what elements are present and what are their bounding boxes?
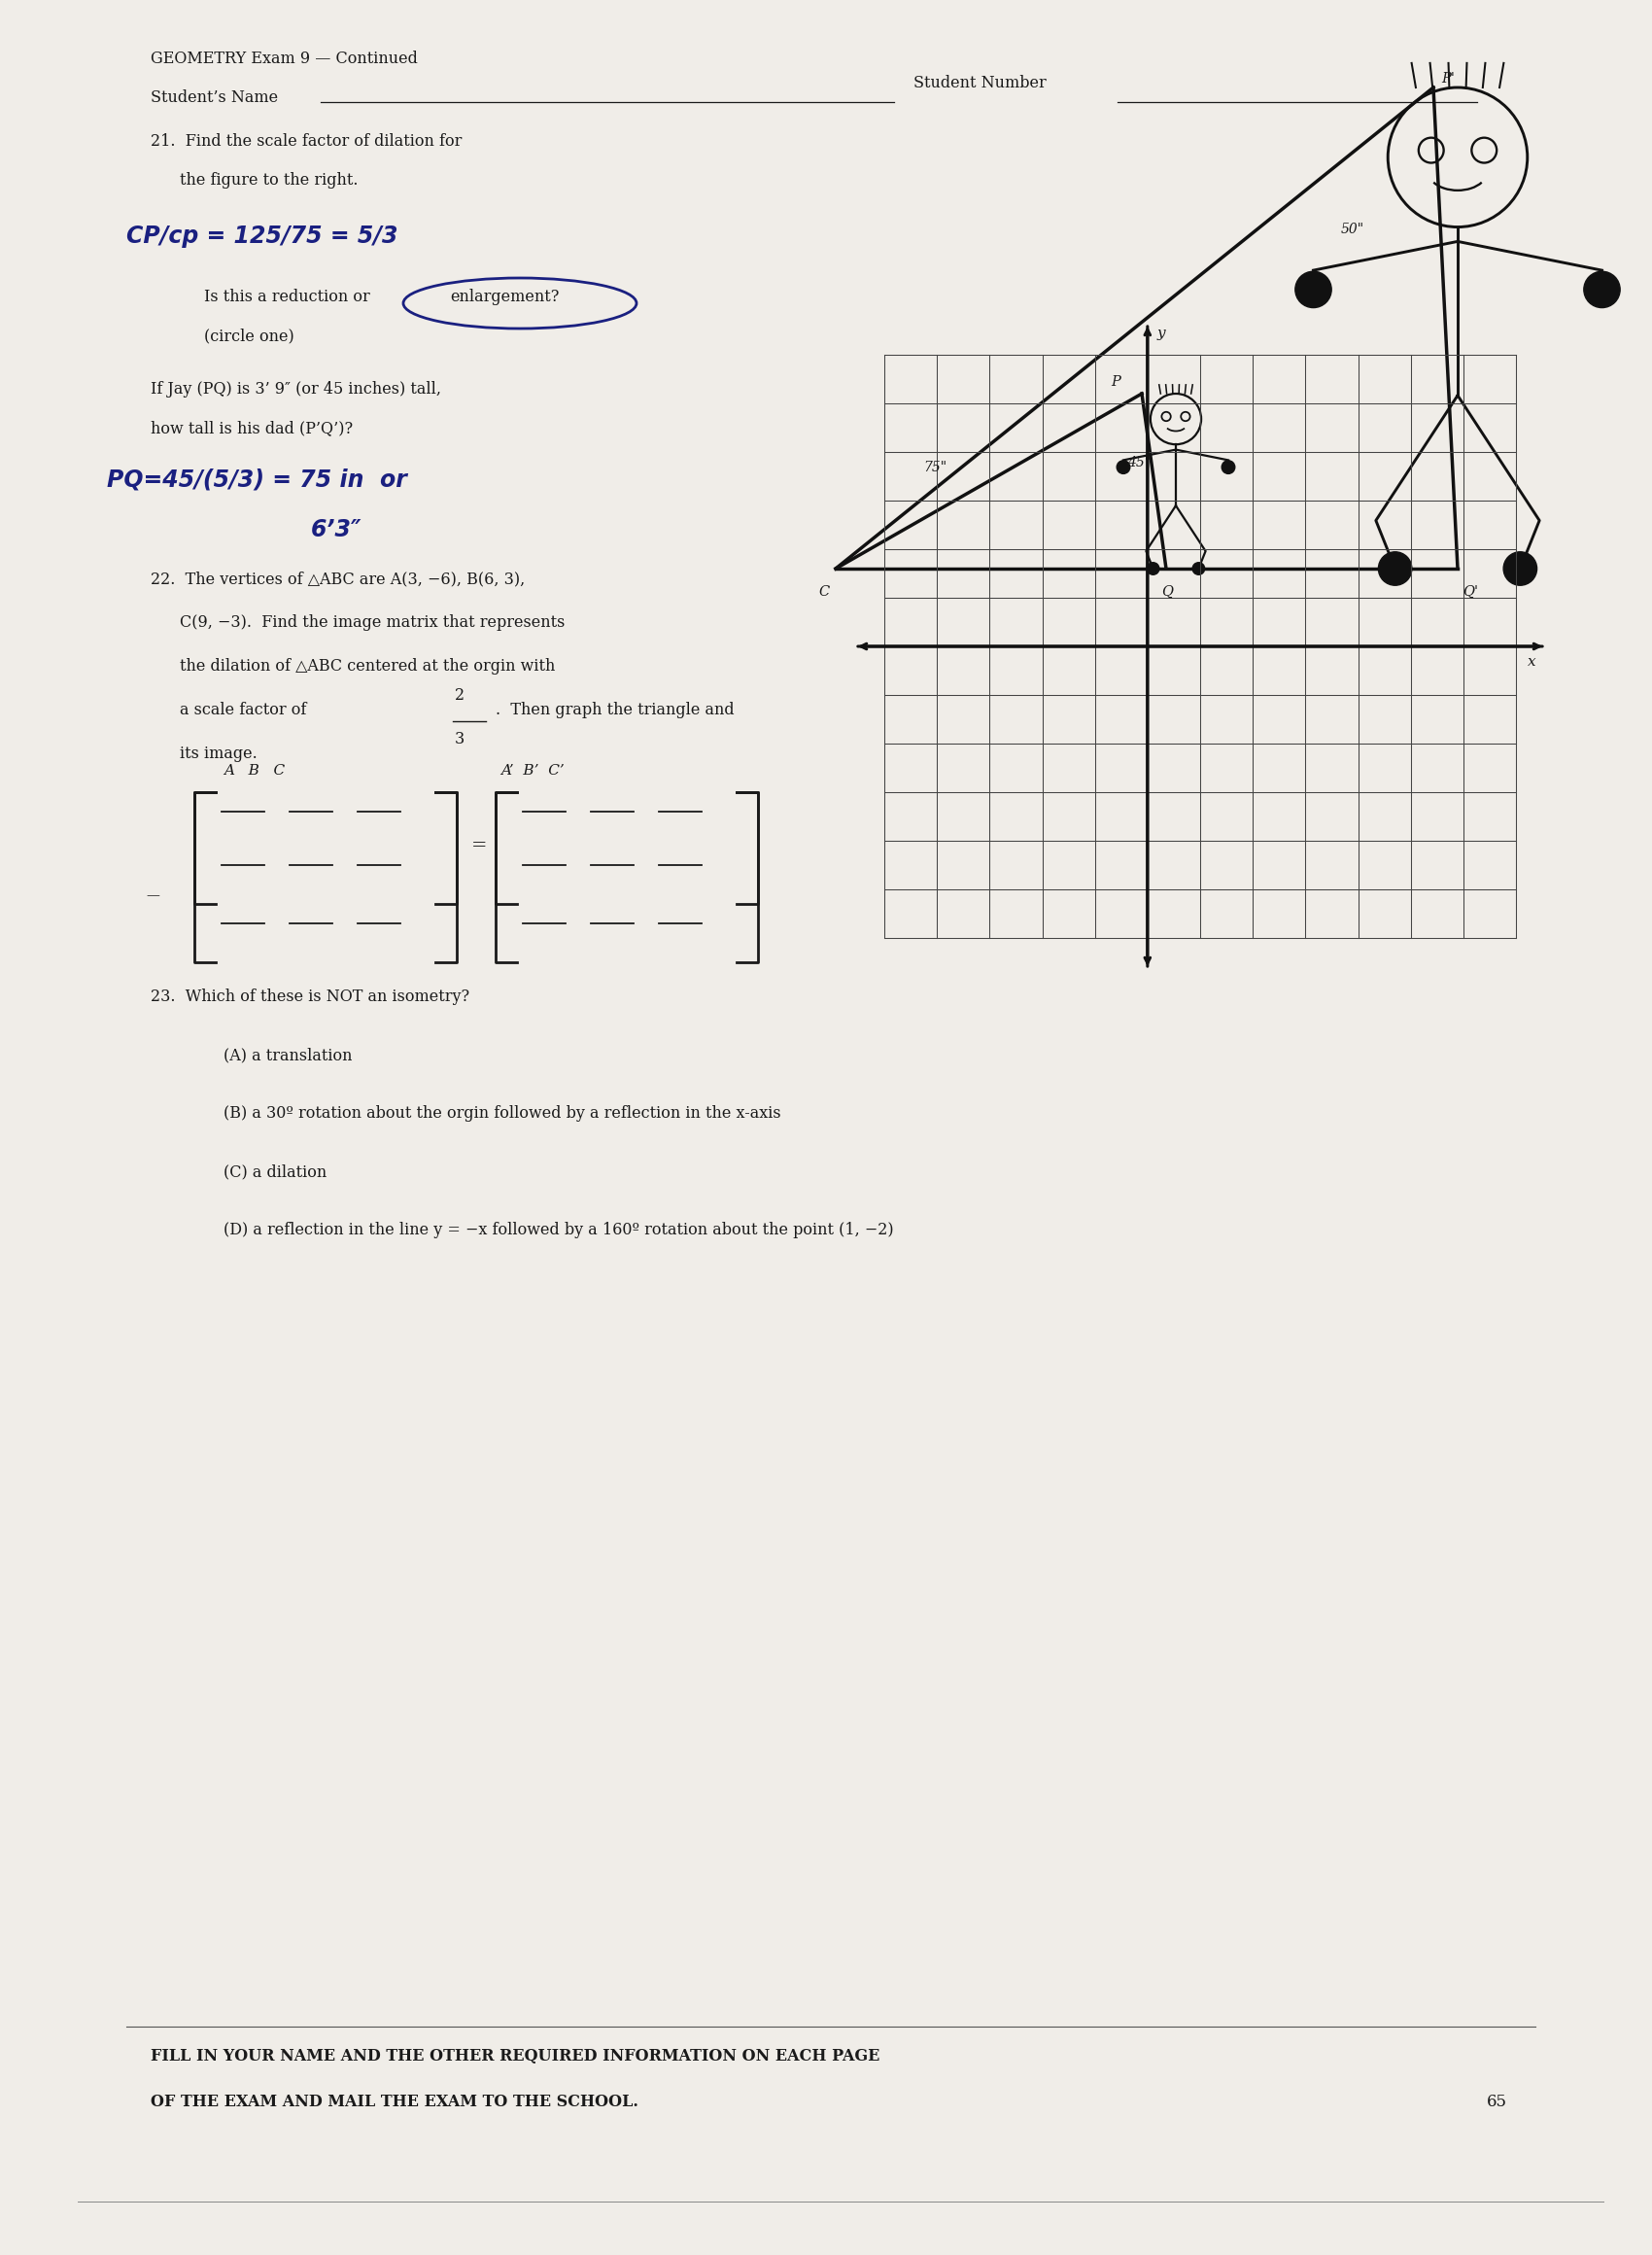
Text: A   B   C: A B C [223,764,284,778]
Text: 6’3″: 6’3″ [311,519,362,541]
Text: C(9, −3).  Find the image matrix that represents: C(9, −3). Find the image matrix that rep… [180,613,565,631]
Text: 3: 3 [454,731,464,746]
Text: Is this a reduction or: Is this a reduction or [205,289,370,304]
Text: (A) a translation: (A) a translation [223,1046,352,1064]
Text: C: C [818,584,829,600]
Circle shape [1193,561,1204,575]
Text: 21.  Find the scale factor of dilation for: 21. Find the scale factor of dilation fo… [150,133,463,149]
Text: Student’s Name: Student’s Name [150,90,278,106]
Text: 65: 65 [1487,2093,1507,2111]
Circle shape [1146,561,1160,575]
Text: GEOMETRY Exam 9 — Continued: GEOMETRY Exam 9 — Continued [150,50,418,68]
Text: a scale factor of: a scale factor of [180,701,312,719]
Text: 75": 75" [923,460,947,474]
Circle shape [1117,460,1130,474]
Text: (C) a dilation: (C) a dilation [223,1164,327,1179]
Circle shape [1222,460,1236,474]
Text: 50": 50" [1341,223,1365,237]
Circle shape [1503,552,1536,586]
Text: the figure to the right.: the figure to the right. [180,171,358,189]
Circle shape [1378,552,1412,586]
Text: FILL IN YOUR NAME AND THE OTHER REQUIRED INFORMATION ON EACH PAGE: FILL IN YOUR NAME AND THE OTHER REQUIRED… [150,2048,881,2066]
Text: If Jay (PQ) is 3’ 9″ (or 45 inches) tall,: If Jay (PQ) is 3’ 9″ (or 45 inches) tall… [150,381,441,397]
Text: .  Then graph the triangle and: . Then graph the triangle and [496,701,733,719]
Circle shape [1584,271,1621,307]
Text: Student Number: Student Number [914,74,1046,92]
Text: 2: 2 [454,688,464,704]
Text: (circle one): (circle one) [205,327,294,345]
Text: A’  B’  C’: A’ B’ C’ [501,764,565,778]
Text: —: — [145,888,159,902]
Text: 45": 45" [1127,456,1151,469]
Text: P': P' [1441,72,1455,86]
Text: (D) a reflection in the line y = −x followed by a 160º rotation about the point : (D) a reflection in the line y = −x foll… [223,1222,894,1238]
Text: y: y [1156,327,1166,341]
Text: =: = [471,837,487,855]
Circle shape [1295,271,1332,307]
Text: CP/cp = 125/75 = 5/3: CP/cp = 125/75 = 5/3 [126,226,398,248]
Text: the dilation of △ABC centered at the orgin with: the dilation of △ABC centered at the org… [180,658,555,674]
Text: enlargement?: enlargement? [449,289,558,304]
Text: 23.  Which of these is NOT an isometry?: 23. Which of these is NOT an isometry? [150,988,469,1006]
Text: P: P [1110,374,1120,388]
Text: PQ=45/(5/3) = 75 in  or: PQ=45/(5/3) = 75 in or [107,467,406,492]
Text: 22.  The vertices of △ABC are A(3, −6), B(6, 3),: 22. The vertices of △ABC are A(3, −6), B… [150,571,525,586]
Text: how tall is his dad (P’Q’)?: how tall is his dad (P’Q’)? [150,419,354,437]
Text: x: x [1528,656,1536,670]
Text: Q: Q [1161,584,1173,600]
Text: (B) a 30º rotation about the orgin followed by a reflection in the x-axis: (B) a 30º rotation about the orgin follo… [223,1105,781,1121]
Text: Q': Q' [1462,584,1479,600]
Text: its image.: its image. [180,746,258,762]
Text: OF THE EXAM AND MAIL THE EXAM TO THE SCHOOL.: OF THE EXAM AND MAIL THE EXAM TO THE SCH… [150,2093,638,2111]
